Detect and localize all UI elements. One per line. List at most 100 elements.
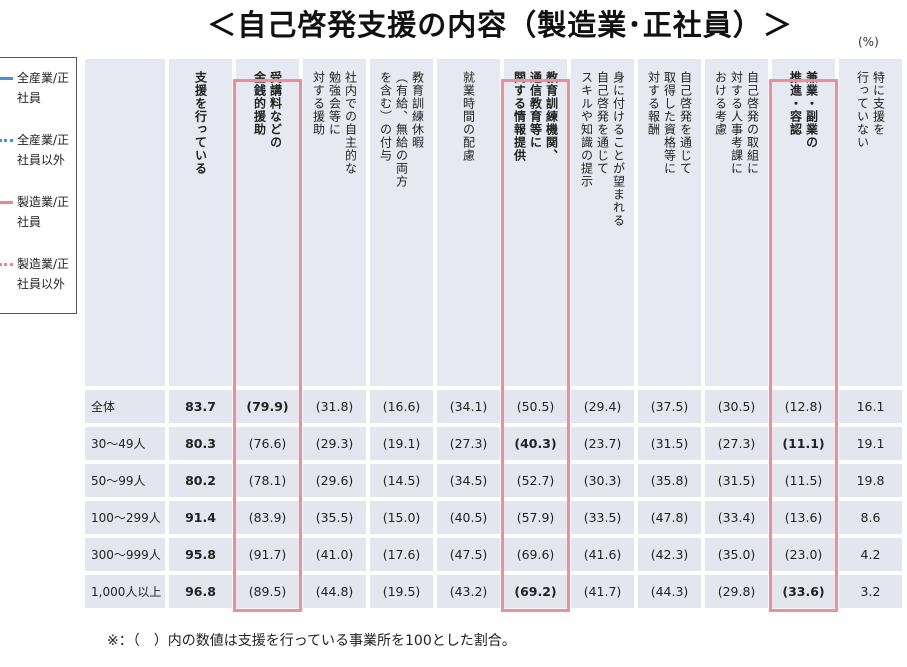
cell-value: (29.8) <box>717 584 756 599</box>
table-cell: 8.6 <box>837 499 904 536</box>
table-cell: (33.4) <box>703 499 770 536</box>
column-header: 身に付けることが望まれる 自己啓発を通じて スキルや知識の提示 <box>569 57 636 388</box>
table-cell: (41.6) <box>569 536 636 573</box>
column-header-label: 受講料などの 金銭的援助 <box>252 71 283 149</box>
column-header-label: 身に付けることが望まれる 自己啓発を通じて スキルや知識の提示 <box>579 71 626 227</box>
table-cell: (89.5) <box>234 573 301 610</box>
cell-value: (41.7) <box>583 584 622 599</box>
row-header: 30～49人 <box>83 425 167 462</box>
table-cell: (31.5) <box>703 462 770 499</box>
row-header: 50～99人 <box>83 462 167 499</box>
column-header-label: 支援を行っている <box>193 71 208 175</box>
cell-value: (33.6) <box>782 584 825 599</box>
column-header: 教育訓練機関、 通信教育等に 関する情報提供 <box>502 57 569 388</box>
cell-value: 80.3 <box>185 436 216 451</box>
cell-value: (42.3) <box>650 547 689 562</box>
cell-value: (91.7) <box>248 547 287 562</box>
cell-value: (19.5) <box>382 584 421 599</box>
table-cell: (69.6) <box>502 536 569 573</box>
column-header-label: 兼業・副業の 推進・容認 <box>788 71 819 149</box>
cell-value: (29.4) <box>583 399 622 414</box>
column-header: 自己啓発を通じて 取得した資格等に 対する報酬 <box>636 57 703 388</box>
cell-value: 4.2 <box>860 547 881 562</box>
column-header: 受講料などの 金銭的援助 <box>234 57 301 388</box>
table-cell: (19.5) <box>368 573 435 610</box>
table-cell: 96.8 <box>167 573 234 610</box>
cell-value: (69.2) <box>514 584 557 599</box>
cell-value: (41.0) <box>315 547 354 562</box>
table-cell: 19.8 <box>837 462 904 499</box>
table-cell: (91.7) <box>234 536 301 573</box>
row-header: 300～999人 <box>83 536 167 573</box>
table-cell: (27.3) <box>435 425 502 462</box>
cell-value: (30.5) <box>717 399 756 414</box>
legend-item: 製造業/正社員 <box>0 188 78 248</box>
legend-swatch <box>0 139 13 142</box>
cell-value: (29.3) <box>315 436 354 451</box>
table-cell: 4.2 <box>837 536 904 573</box>
row-label: 300～999人 <box>91 548 161 562</box>
table-cell: (17.6) <box>368 536 435 573</box>
table-cell: (40.3) <box>502 425 569 462</box>
row-label: 30～49人 <box>91 437 146 451</box>
column-header: 支援を行っている <box>167 57 234 388</box>
cell-value: (37.5) <box>650 399 689 414</box>
cell-value: (19.1) <box>382 436 421 451</box>
column-header: 社内での自主的な 勉強会等に 対する援助 <box>301 57 368 388</box>
legend-item: 全産業/正社員以外 <box>0 126 78 186</box>
cell-value: (15.0) <box>382 510 421 525</box>
cell-value: (13.6) <box>784 510 823 525</box>
page-title: ＜自己啓発支援の内容（製造業･正社員）＞ <box>207 8 793 42</box>
row-label: 100～299人 <box>91 511 161 525</box>
cell-value: 80.2 <box>185 473 216 488</box>
table-cell: (47.5) <box>435 536 502 573</box>
cell-value: (44.3) <box>650 584 689 599</box>
column-header-label: 社内での自主的な 勉強会等に 対する援助 <box>311 71 358 175</box>
cell-value: (34.1) <box>449 399 488 414</box>
cell-value: (57.9) <box>516 510 555 525</box>
table-cell: (41.7) <box>569 573 636 610</box>
cell-value: (47.5) <box>449 547 488 562</box>
table-cell: (31.8) <box>301 388 368 425</box>
table-cell: (29.6) <box>301 462 368 499</box>
legend-label: 製造業/正社員以外 <box>17 257 70 291</box>
table-cell: (19.1) <box>368 425 435 462</box>
table-cell: (57.9) <box>502 499 569 536</box>
table-cell: (78.1) <box>234 462 301 499</box>
table-cell: (11.1) <box>770 425 837 462</box>
row-header: 全体 <box>83 388 167 425</box>
row-header: 100～299人 <box>83 499 167 536</box>
table-cell: (76.6) <box>234 425 301 462</box>
column-header: 教育訓練休暇 （有給、無給の両方 を含む）の付与 <box>368 57 435 388</box>
cell-value: (35.5) <box>315 510 354 525</box>
cell-value: (23.7) <box>583 436 622 451</box>
cell-value: (11.1) <box>782 436 825 451</box>
cell-value: (11.5) <box>784 473 823 488</box>
table-cell: (83.9) <box>234 499 301 536</box>
table-cell: (29.8) <box>703 573 770 610</box>
cell-value: (30.3) <box>583 473 622 488</box>
table-cell: (69.2) <box>502 573 569 610</box>
column-header-label: 教育訓練休暇 （有給、無給の両方 を含む）の付与 <box>378 71 425 188</box>
cell-value: (40.5) <box>449 510 488 525</box>
column-header: 自己啓発の取組に 対する人事考課に おける考慮 <box>703 57 770 388</box>
column-header: 特に支援を 行っていない <box>837 57 904 388</box>
table-cell: (43.2) <box>435 573 502 610</box>
table-cell: 91.4 <box>167 499 234 536</box>
table-cell: 80.2 <box>167 462 234 499</box>
column-header-label: 自己啓発の取組に 対する人事考課に おける考慮 <box>713 71 760 175</box>
cell-value: (89.5) <box>248 584 287 599</box>
table-cell: 80.3 <box>167 425 234 462</box>
table-cell: 83.7 <box>167 388 234 425</box>
cell-value: (76.6) <box>248 436 287 451</box>
cell-value: (50.5) <box>516 399 555 414</box>
table-cell: (13.6) <box>770 499 837 536</box>
table-cell: 19.1 <box>837 425 904 462</box>
unit-label: (%) <box>858 35 879 49</box>
legend-label: 全産業/正社員以外 <box>17 133 70 167</box>
cell-value: 91.4 <box>185 510 216 525</box>
table-cell: (15.0) <box>368 499 435 536</box>
cell-value: (29.6) <box>315 473 354 488</box>
table-cell: (27.3) <box>703 425 770 462</box>
table-cell: (35.5) <box>301 499 368 536</box>
